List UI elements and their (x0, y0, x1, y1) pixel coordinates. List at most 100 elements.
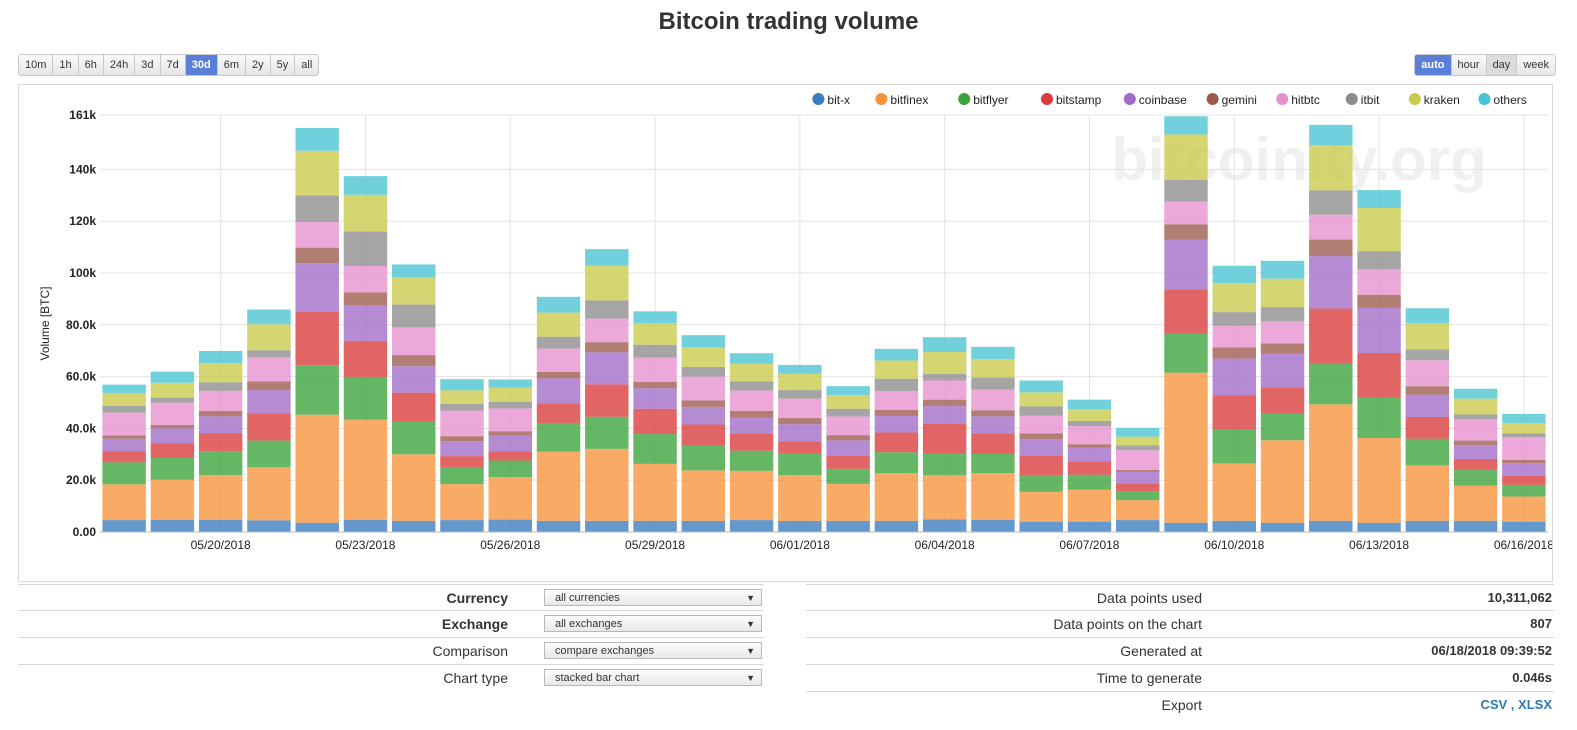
bar-segment-bitflyer[interactable] (1067, 474, 1112, 490)
bar-segment-bitflyer[interactable] (778, 453, 822, 476)
bar-segment-coinbase[interactable] (1164, 239, 1208, 290)
bar-segment-bitflyer[interactable] (1164, 333, 1208, 373)
bar-segment-coinbase[interactable] (150, 428, 195, 444)
legend-label-bitstamp[interactable]: bitstamp (1056, 93, 1102, 107)
bar-segment-gemini[interactable] (874, 409, 919, 416)
bar-segment-gemini[interactable] (1019, 433, 1063, 440)
bar-segment-bitfinex[interactable] (1260, 440, 1305, 523)
bar-segment-bit-x[interactable] (198, 519, 243, 532)
bar-segment-hitbtc[interactable] (681, 376, 726, 401)
legend-marker-bitflyer[interactable] (958, 93, 971, 105)
bar-segment-others[interactable] (1260, 260, 1305, 279)
chart-type-select[interactable]: stacked bar chart ▼ (544, 669, 762, 686)
bar-segment-coinbase[interactable] (922, 406, 967, 424)
bar-segment-bitflyer[interactable] (1405, 438, 1450, 466)
bar-segment-coinbase[interactable] (1453, 445, 1498, 459)
bar-segment-bitfinex[interactable] (1164, 372, 1208, 523)
bar-segment-coinbase[interactable] (633, 388, 677, 409)
bar-segment-bitflyer[interactable] (874, 452, 919, 474)
bar-segment-bit-x[interactable] (874, 520, 919, 532)
export-csv-link[interactable]: CSV (1480, 697, 1508, 712)
bar-segment-others[interactable] (102, 384, 146, 393)
bar-segment-bitfinex[interactable] (488, 477, 532, 520)
bar-segment-hitbtc[interactable] (971, 389, 1015, 411)
bar-segment-bitstamp[interactable] (150, 443, 195, 458)
bar-segment-itbit[interactable] (1164, 179, 1208, 202)
bar-segment-kraken[interactable] (247, 324, 291, 351)
bar-segment-others[interactable] (1116, 427, 1160, 437)
legend-marker-bitstamp[interactable] (1041, 93, 1053, 105)
bar-segment-itbit[interactable] (343, 231, 388, 267)
bar-segment-itbit[interactable] (971, 377, 1015, 390)
bar-segment-bitstamp[interactable] (392, 392, 436, 422)
bar-segment-gemini[interactable] (536, 371, 581, 379)
bar-segment-hitbtc[interactable] (778, 398, 822, 419)
bar-segment-hitbtc[interactable] (102, 412, 146, 436)
bar-segment-gemini[interactable] (826, 435, 870, 441)
bar-segment-itbit[interactable] (729, 381, 774, 391)
bar-segment-itbit[interactable] (1067, 420, 1112, 427)
bar-segment-itbit[interactable] (585, 300, 629, 319)
bar-segment-bitflyer[interactable] (1116, 491, 1160, 501)
bar-segment-kraken[interactable] (729, 363, 774, 382)
bar-segment-gemini[interactable] (343, 292, 388, 306)
bar-segment-itbit[interactable] (536, 336, 581, 349)
bar-segment-others[interactable] (392, 264, 436, 278)
legend-label-kraken[interactable]: kraken (1424, 93, 1460, 107)
bar-segment-bitfinex[interactable] (1019, 491, 1063, 522)
bar-segment-bitflyer[interactable] (1309, 363, 1353, 405)
bar-segment-bitfinex[interactable] (392, 454, 436, 521)
bar-segment-bitflyer[interactable] (102, 462, 146, 485)
bar-segment-coinbase[interactable] (874, 415, 919, 433)
bar-segment-gemini[interactable] (1260, 343, 1305, 354)
range-30d-button[interactable]: 30d (185, 55, 218, 75)
bar-segment-bitfinex[interactable] (1116, 500, 1160, 521)
bar-segment-bitstamp[interactable] (1405, 417, 1450, 439)
bar-segment-bitstamp[interactable] (1453, 458, 1498, 471)
bar-segment-coinbase[interactable] (971, 416, 1015, 434)
bar-segment-others[interactable] (971, 346, 1015, 360)
legend-marker-itbit[interactable] (1345, 93, 1358, 105)
bar-segment-bitstamp[interactable] (681, 424, 726, 446)
bar-segment-itbit[interactable] (1116, 445, 1160, 451)
bar-segment-gemini[interactable] (1212, 347, 1256, 359)
bar-segment-bit-x[interactable] (536, 520, 581, 532)
bar-segment-bitfinex[interactable] (1502, 496, 1546, 522)
range-7d-button[interactable]: 7d (160, 55, 186, 75)
bar-segment-gemini[interactable] (633, 381, 677, 389)
range-6h-button[interactable]: 6h (78, 55, 104, 75)
bar-segment-bitflyer[interactable] (729, 450, 774, 471)
bar-segment-bit-x[interactable] (1212, 520, 1256, 532)
bar-segment-bitfinex[interactable] (1067, 489, 1112, 522)
bar-segment-hitbtc[interactable] (874, 391, 919, 410)
bar-segment-itbit[interactable] (1212, 312, 1256, 326)
range-10m-button[interactable]: 10m (19, 55, 54, 75)
bar-segment-others[interactable] (1405, 308, 1450, 323)
bar-segment-bitflyer[interactable] (198, 450, 243, 476)
bar-segment-others[interactable] (729, 353, 774, 364)
bar-segment-bitstamp[interactable] (971, 433, 1015, 455)
bar-segment-bit-x[interactable] (826, 520, 870, 532)
bar-segment-kraken[interactable] (1019, 392, 1063, 407)
bar-segment-bitstamp[interactable] (536, 403, 581, 424)
bar-segment-kraken[interactable] (440, 390, 484, 404)
bar-segment-bitflyer[interactable] (343, 376, 388, 420)
bar-segment-gemini[interactable] (778, 418, 822, 425)
bar-segment-coinbase[interactable] (585, 352, 629, 385)
bar-segment-others[interactable] (633, 311, 677, 323)
bar-segment-others[interactable] (295, 127, 339, 151)
bar-segment-bitstamp[interactable] (1067, 461, 1112, 475)
bar-segment-itbit[interactable] (1502, 433, 1546, 438)
bar-segment-kraken[interactable] (1502, 422, 1546, 434)
bar-segment-bit-x[interactable] (971, 519, 1015, 532)
bar-segment-itbit[interactable] (778, 390, 822, 399)
range-5y-button[interactable]: 5y (270, 55, 296, 75)
bar-segment-bit-x[interactable] (1164, 522, 1208, 532)
bar-segment-itbit[interactable] (1453, 414, 1498, 420)
bar-segment-gemini[interactable] (585, 342, 629, 353)
bar-segment-others[interactable] (826, 386, 870, 395)
bar-segment-gemini[interactable] (488, 431, 532, 436)
bar-segment-itbit[interactable] (633, 344, 677, 358)
bar-segment-hitbtc[interactable] (633, 357, 677, 382)
bar-segment-gemini[interactable] (295, 247, 339, 264)
